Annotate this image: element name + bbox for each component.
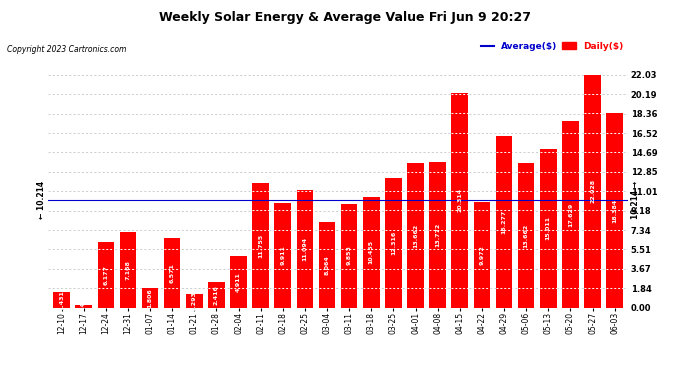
Text: 1.806: 1.806 xyxy=(148,288,152,308)
Legend: Average($), Daily($): Average($), Daily($) xyxy=(477,38,627,54)
Text: ← 10.214: ← 10.214 xyxy=(37,181,46,219)
Text: 1.293: 1.293 xyxy=(192,291,197,310)
Bar xyxy=(451,93,468,308)
Text: 9.972: 9.972 xyxy=(480,245,484,265)
Bar xyxy=(230,256,247,308)
Text: 10.214 →: 10.214 → xyxy=(631,181,640,219)
Text: 2.416: 2.416 xyxy=(214,285,219,305)
Bar xyxy=(208,282,225,308)
Text: 13.662: 13.662 xyxy=(413,223,418,248)
Text: 4.911: 4.911 xyxy=(236,272,241,291)
Bar xyxy=(584,75,601,307)
Text: 11.094: 11.094 xyxy=(302,237,308,261)
Bar xyxy=(319,222,335,308)
Bar xyxy=(473,202,490,308)
Bar xyxy=(275,203,291,308)
Bar xyxy=(429,162,446,308)
Text: 6.571: 6.571 xyxy=(170,263,175,283)
Bar xyxy=(53,292,70,308)
Text: 8.064: 8.064 xyxy=(324,255,330,275)
Text: Weekly Solar Energy & Average Value Fri Jun 9 20:27: Weekly Solar Energy & Average Value Fri … xyxy=(159,11,531,24)
Bar xyxy=(518,164,535,308)
Text: 11.755: 11.755 xyxy=(258,233,263,258)
Bar xyxy=(164,238,181,308)
Bar xyxy=(607,114,623,308)
Bar xyxy=(341,204,357,308)
Text: 13.662: 13.662 xyxy=(524,223,529,248)
Text: 6.177: 6.177 xyxy=(104,265,108,285)
Text: 17.629: 17.629 xyxy=(568,202,573,226)
Bar xyxy=(253,183,269,308)
Bar xyxy=(385,177,402,308)
Text: 10.455: 10.455 xyxy=(368,240,374,264)
Bar xyxy=(297,190,313,308)
Text: 0.243: 0.243 xyxy=(81,298,86,314)
Text: 18.384: 18.384 xyxy=(612,198,617,223)
Text: 9.853: 9.853 xyxy=(346,246,352,266)
Bar xyxy=(407,164,424,308)
Text: Copyright 2023 Cartronics.com: Copyright 2023 Cartronics.com xyxy=(7,45,126,54)
Bar xyxy=(75,305,92,308)
Text: 22.028: 22.028 xyxy=(590,179,595,203)
Bar xyxy=(97,242,114,308)
Text: 13.772: 13.772 xyxy=(435,223,440,247)
Bar xyxy=(363,197,380,308)
Bar xyxy=(562,122,579,308)
Text: 15.011: 15.011 xyxy=(546,216,551,240)
Bar xyxy=(186,294,203,307)
Bar xyxy=(141,288,159,308)
Bar xyxy=(495,136,512,308)
Text: 12.316: 12.316 xyxy=(391,230,396,255)
Bar xyxy=(119,232,136,308)
Text: 16.277: 16.277 xyxy=(502,210,506,234)
Text: 20.314: 20.314 xyxy=(457,188,462,212)
Text: 9.911: 9.911 xyxy=(280,245,285,265)
Text: 7.168: 7.168 xyxy=(126,260,130,280)
Bar xyxy=(540,149,557,308)
Text: 1.431: 1.431 xyxy=(59,290,64,310)
